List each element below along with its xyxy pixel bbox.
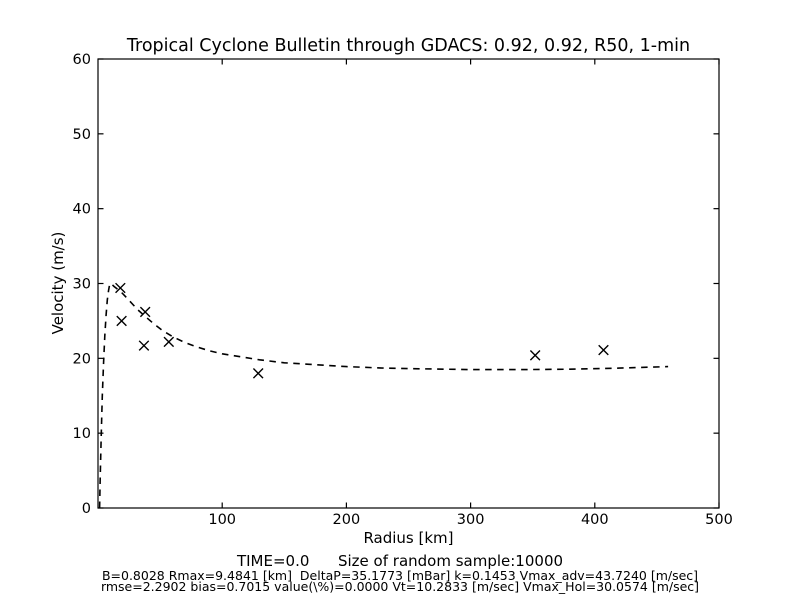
- y-tick-label: 10: [73, 426, 91, 442]
- footer-params-line2: rmse=2.2902 bias=0.7015 value(\%)=0.0000…: [100, 579, 700, 594]
- x-tick-label: 200: [333, 512, 361, 528]
- scatter-marker-x: [529, 350, 541, 361]
- chart-title: Tropical Cyclone Bulletin through GDACS:…: [126, 36, 691, 56]
- y-tick-label: 20: [73, 351, 91, 367]
- x-tick-label: 500: [705, 512, 733, 528]
- scatter-marker-x: [138, 340, 150, 351]
- model-curve-dashed: [98, 282, 669, 509]
- x-tick-label: 300: [457, 512, 485, 528]
- scatter-marker-x: [139, 306, 151, 318]
- scatter-marker-x: [598, 344, 609, 356]
- x-tick-label: 400: [581, 512, 609, 528]
- footer-time-sample: TIME=0.0 Size of random sample:10000: [236, 552, 564, 570]
- y-tick-label: 0: [82, 501, 91, 517]
- y-tick-label: 30: [73, 277, 91, 293]
- axes-frame: [97, 58, 720, 509]
- footer-params-line1: B=0.8028 Rmax=9.4841 [km] DeltaP=35.1773…: [101, 568, 699, 583]
- scatter-marker-x: [252, 368, 264, 379]
- scatter-marker-x: [115, 282, 126, 294]
- y-tick-label: 40: [73, 202, 91, 218]
- y-tick-label: 60: [73, 52, 91, 68]
- x-tick-label: 100: [208, 512, 236, 528]
- x-axis-label: Radius [km]: [363, 529, 454, 547]
- y-tick-label: 50: [73, 127, 91, 143]
- scatter-marker-x: [116, 315, 127, 327]
- scatter-marker-x: [163, 336, 175, 348]
